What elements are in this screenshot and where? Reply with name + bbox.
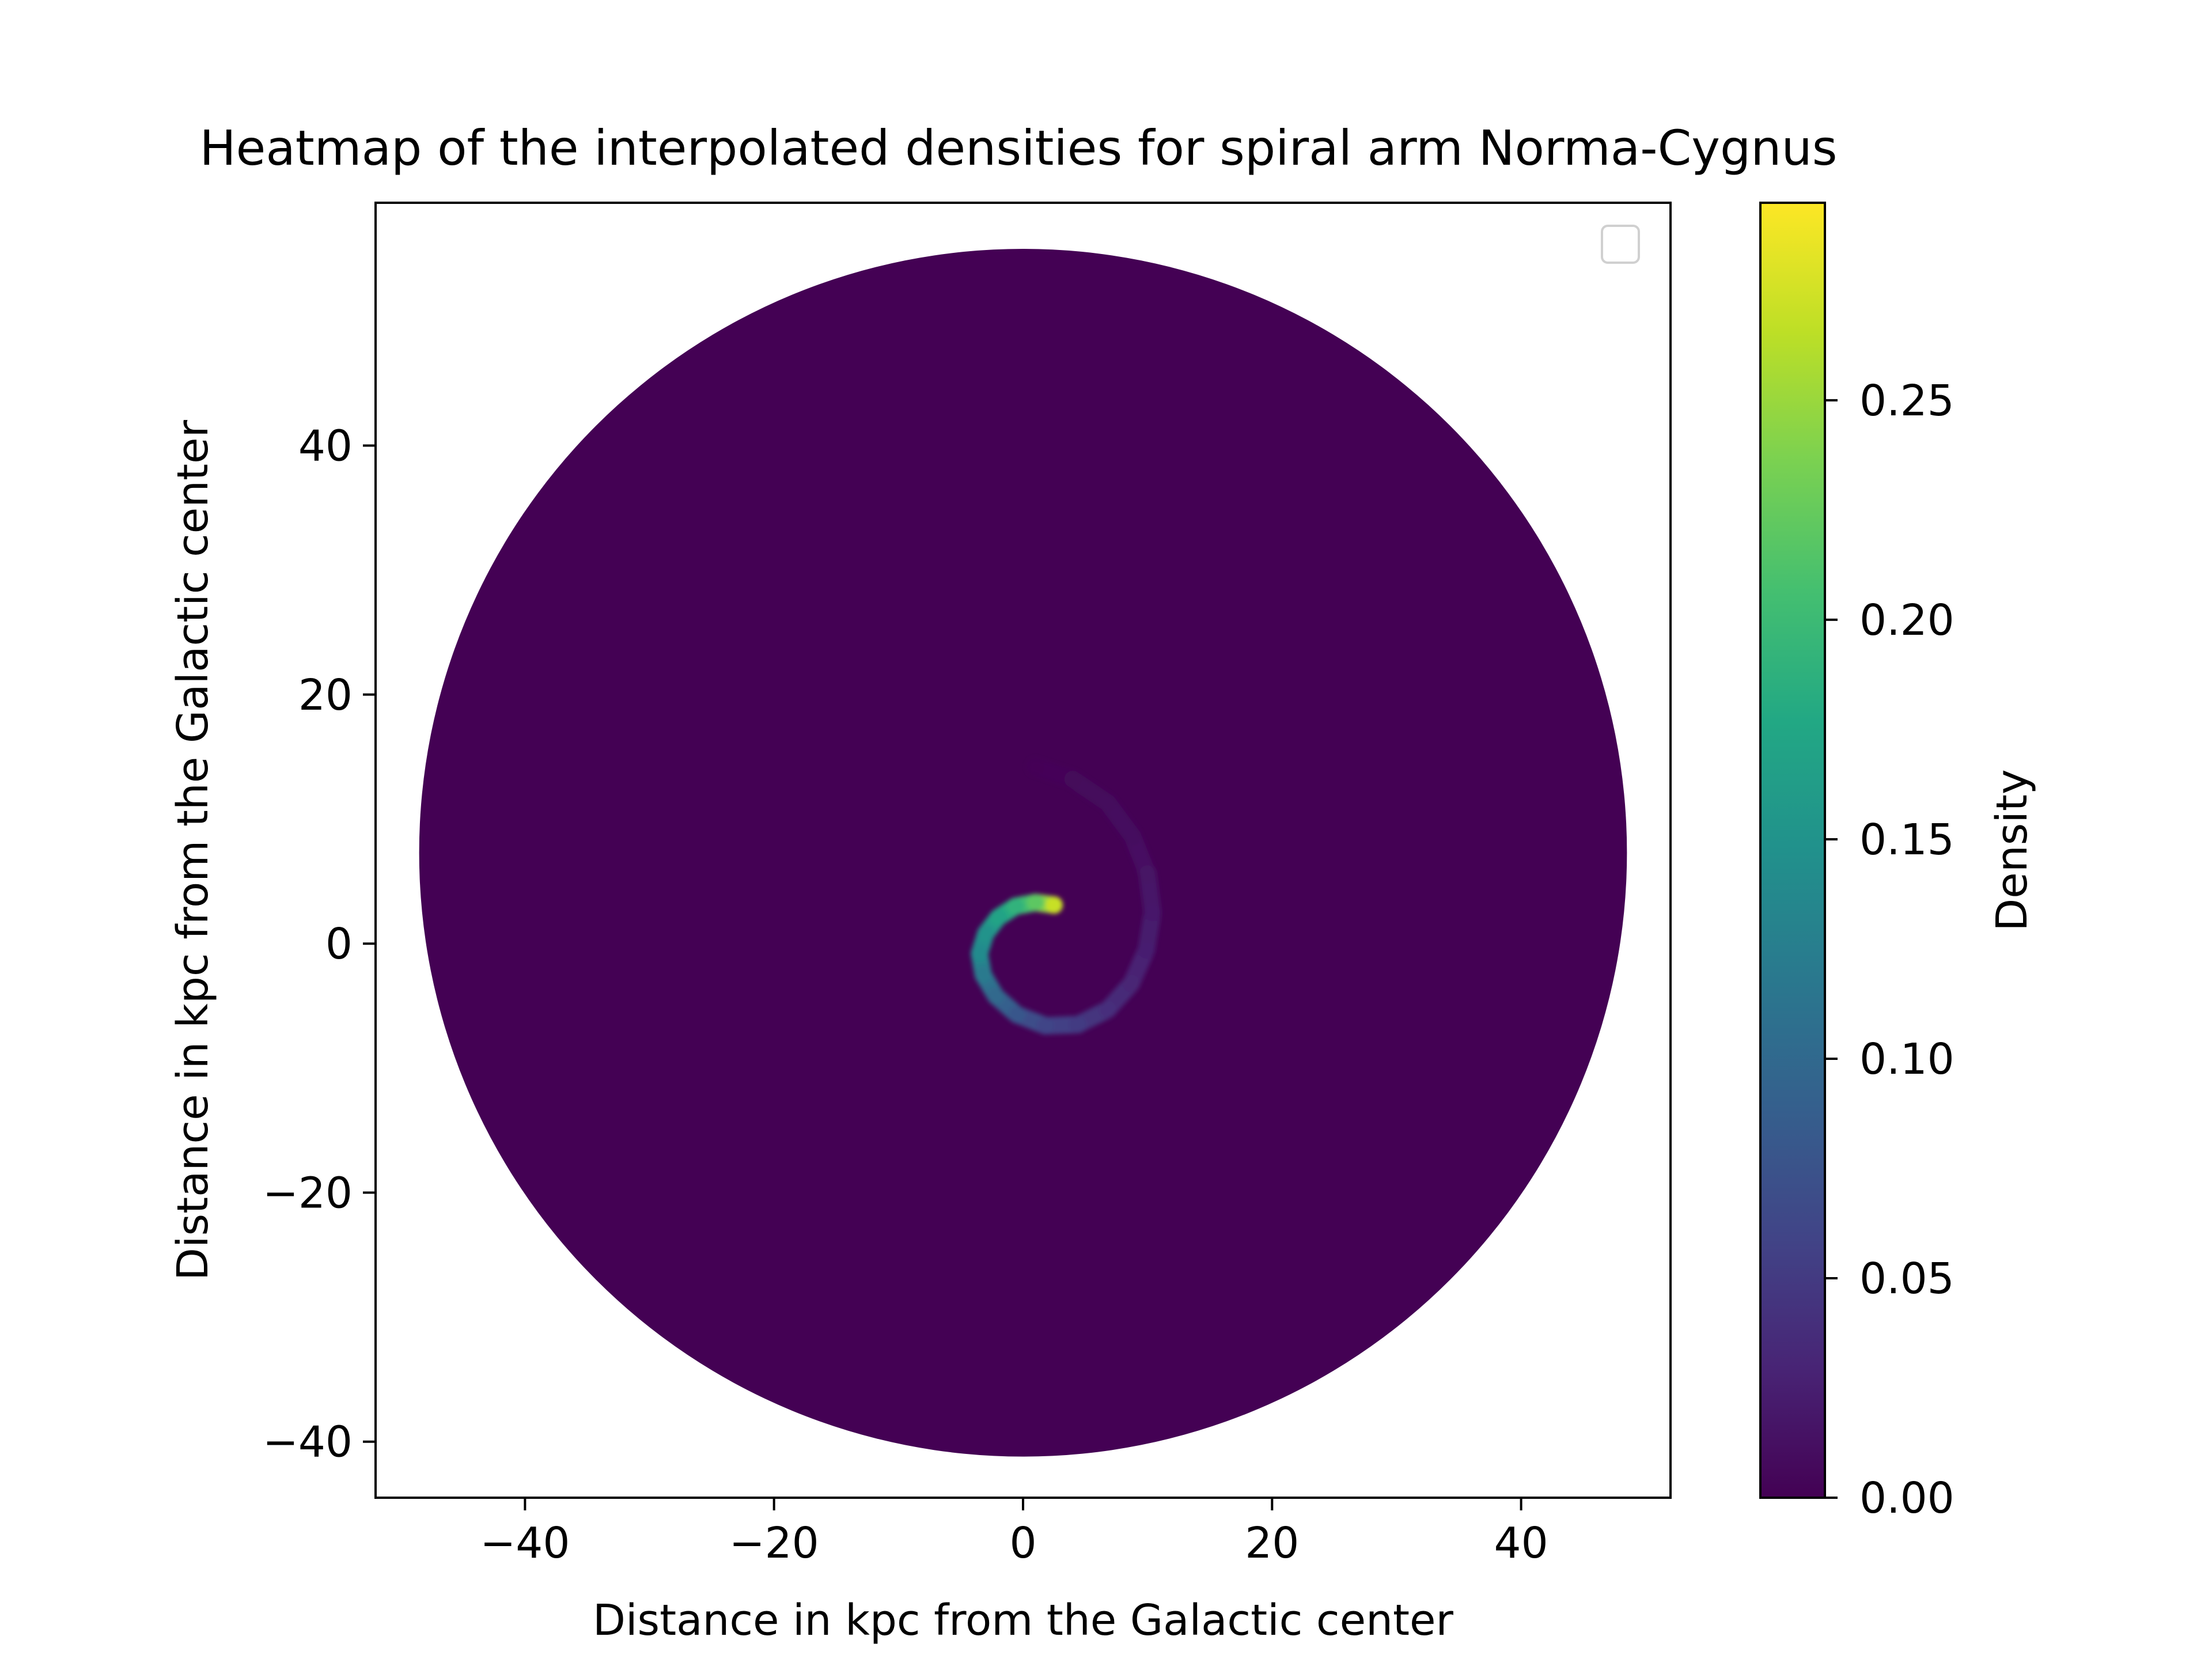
spiral-arm-point — [1007, 897, 1025, 915]
spiral-arm-point — [1046, 896, 1063, 914]
y-tick-label: −40 — [263, 1418, 353, 1467]
spiral-arm-point — [1123, 975, 1141, 993]
x-axis-label: Distance in kpc from the Galactic center — [593, 1596, 1454, 1645]
colorbar-ticks: 0.00 0.05 0.10 0.15 0.20 0.25 — [1825, 376, 1955, 1523]
legend-box — [1601, 225, 1640, 264]
colorbar-frame — [1759, 202, 1826, 1499]
spiral-arm-point — [971, 945, 988, 963]
spiral-arm-point — [1064, 770, 1082, 788]
y-tick-label: 20 — [298, 671, 353, 720]
colorbar-tick-label: 0.05 — [1859, 1254, 1955, 1304]
x-tick-label: 20 — [1245, 1518, 1299, 1568]
spiral-arm-point — [1099, 794, 1116, 812]
x-tick-label: 40 — [1494, 1518, 1548, 1568]
spiral-arm-point — [1027, 893, 1044, 911]
y-tick-label: 0 — [325, 919, 353, 969]
spiral-arm-point — [1069, 1016, 1087, 1033]
x-axis: −40 −20 0 20 40 — [480, 1498, 1548, 1568]
spiral-arm-point — [1137, 941, 1155, 959]
y-tick-label: 40 — [298, 422, 353, 471]
spiral-arm-point — [989, 908, 1007, 926]
colorbar-label: Density — [1987, 769, 2037, 931]
spiral-arm-norma-cygnus — [971, 758, 1161, 1035]
spiral-arm-point — [1139, 865, 1157, 883]
spiral-arm-point — [1027, 758, 1044, 776]
y-axis: −40 −20 0 20 40 — [263, 422, 376, 1467]
spiral-arm-point — [1036, 1017, 1054, 1035]
spiral-arm-point — [1008, 1006, 1026, 1024]
x-tick-label: −40 — [480, 1518, 570, 1568]
colorbar-tick-label: 0.25 — [1859, 376, 1955, 426]
x-tick-label: 0 — [1009, 1518, 1036, 1568]
y-tick-label: −20 — [263, 1168, 353, 1218]
chart-title: Heatmap of the interpolated densities fo… — [200, 120, 1838, 176]
colorbar: 0.00 0.05 0.10 0.15 0.20 0.25 Density — [1759, 202, 2037, 1523]
spiral-arm-point — [987, 987, 1005, 1005]
colorbar-tick-label: 0.00 — [1859, 1474, 1955, 1523]
colorbar-gradient — [1760, 203, 1825, 1498]
spiral-arm-point — [1099, 1001, 1116, 1018]
spiral-arm-point — [977, 925, 995, 942]
x-tick-label: −20 — [729, 1518, 819, 1568]
colorbar-tick-label: 0.15 — [1859, 815, 1955, 865]
colorbar-tick-label: 0.20 — [1859, 596, 1955, 645]
spiral-arm-point — [974, 966, 992, 984]
galactic-disk — [419, 248, 1627, 1457]
plot-area — [419, 248, 1627, 1457]
colorbar-tick-label: 0.10 — [1859, 1035, 1955, 1084]
spiral-arm-point — [1124, 828, 1142, 846]
y-axis-label: Distance in kpc from the Galactic center — [168, 419, 218, 1281]
spiral-arm-point — [1143, 904, 1161, 922]
